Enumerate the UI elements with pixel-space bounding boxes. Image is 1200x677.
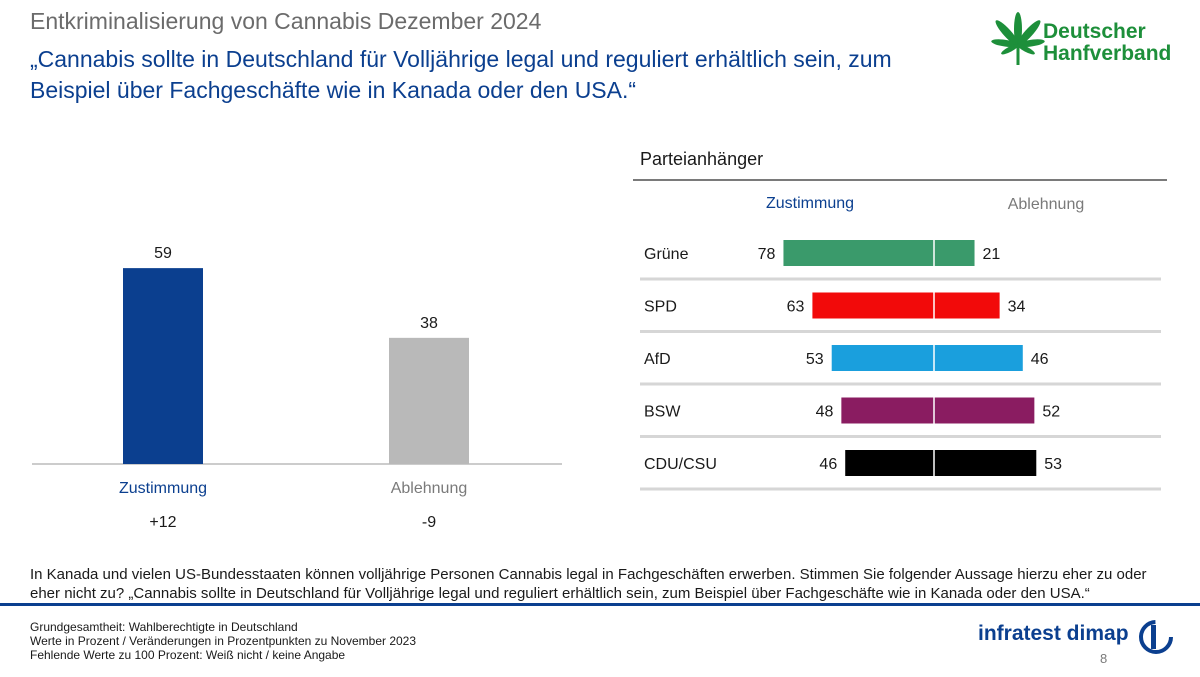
value-label-ablehnung: 53 — [1044, 456, 1062, 473]
footnote-units: Werte in Prozent / Veränderungen in Proz… — [30, 634, 417, 648]
value-label-zustimmung: 53 — [806, 351, 824, 368]
bar-ablehnung — [934, 450, 1037, 476]
party-label: CDU/CSU — [644, 456, 717, 473]
page-title: Entkriminalisierung von Cannabis Dezembe… — [30, 8, 542, 34]
bar-zustimmung — [783, 240, 934, 266]
party-label: BSW — [644, 404, 681, 421]
bar-ablehnung — [934, 397, 1035, 424]
value-label-ablehnung: 21 — [983, 246, 1001, 263]
survey-question: In Kanada und vielen US-Bundesstaaten kö… — [30, 566, 1147, 602]
value-label-ablehnung: 34 — [1008, 299, 1026, 316]
bar-zustimmung — [845, 450, 934, 476]
infratest-logo-text: infratest dimap — [978, 622, 1129, 645]
footnote-population: Grundgesamtheit: Wahlberechtigte in Deut… — [30, 620, 298, 634]
category-label: Ablehnung — [391, 480, 468, 497]
hanfverband-logo-line1: Deutscher — [1043, 20, 1146, 43]
bar-ablehnung — [389, 337, 469, 464]
hanfverband-logo-line2: Hanfverband — [1043, 42, 1172, 65]
dimap-ring-icon — [1139, 620, 1173, 654]
column-header-ablehnung: Ablehnung — [1008, 196, 1085, 213]
cannabis-leaf-icon — [991, 12, 1045, 65]
bar-zustimmung — [831, 345, 934, 371]
bar-ablehnung — [934, 345, 1023, 371]
party-label: AfD — [644, 351, 671, 368]
party-diverging-bar-chart: Parteianhänger Zustimmung Ablehnung Grün… — [633, 149, 1167, 491]
value-label-zustimmung: 78 — [758, 246, 776, 263]
value-label-zustimmung: 46 — [819, 456, 837, 473]
change-label: -9 — [422, 514, 436, 531]
value-label-ablehnung: 52 — [1042, 404, 1060, 421]
chart-title: Parteianhänger — [640, 149, 763, 169]
value-label-zustimmung: 63 — [787, 299, 805, 316]
party-label: Grüne — [644, 246, 689, 263]
overall-bar-chart: 59 Zustimmung +12 38 Ablehnung -9 — [32, 245, 562, 531]
footnote-missing: Fehlende Werte zu 100 Prozent: Weiß nich… — [30, 648, 346, 662]
value-label-zustimmung: 48 — [816, 404, 834, 421]
bar-zustimmung — [812, 292, 934, 319]
change-label: +12 — [149, 514, 176, 531]
value-label-ablehnung: 46 — [1031, 351, 1049, 368]
bar-zustimmung — [123, 268, 203, 464]
bar-ablehnung — [934, 240, 975, 266]
page-number: 8 — [1100, 651, 1108, 666]
bar-ablehnung — [934, 292, 1000, 319]
footer-divider — [0, 603, 1200, 606]
data-label: 59 — [154, 245, 172, 262]
bar-zustimmung — [841, 397, 934, 424]
survey-statement: „Cannabis sollte in Deutschland für Voll… — [30, 46, 892, 103]
data-label: 38 — [420, 315, 438, 332]
party-label: SPD — [644, 299, 677, 316]
column-header-zustimmung: Zustimmung — [766, 195, 854, 212]
category-label: Zustimmung — [119, 480, 207, 497]
